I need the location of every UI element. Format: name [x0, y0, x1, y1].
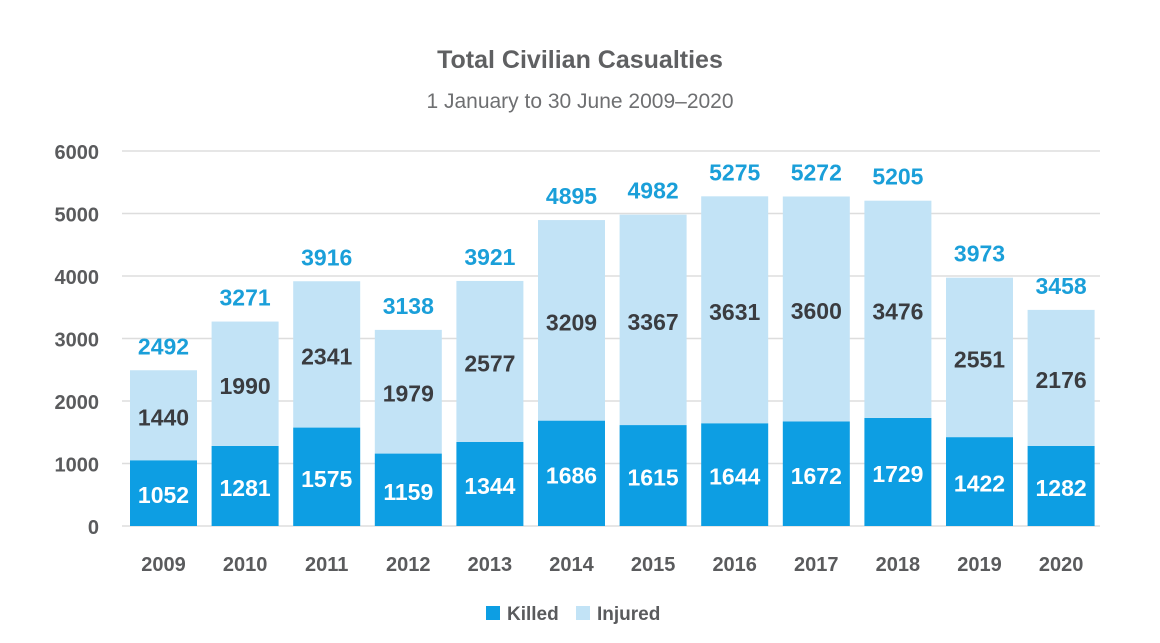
killed-value-label: 1052 [138, 482, 189, 508]
x-tick-label-2018: 2018 [876, 554, 921, 576]
injured-value-label: 3631 [709, 299, 760, 325]
x-tick-label-2011: 2011 [305, 554, 348, 576]
x-tick-label-2016: 2016 [712, 554, 757, 576]
injured-value-label: 2176 [1036, 367, 1087, 393]
x-axis: 2009 2010 2011 2012 2013 2014 2015 2016 2017 2018… [141, 554, 1083, 576]
chart-title: Total Civilian Casualties [437, 46, 723, 74]
injured-value-label: 3367 [628, 309, 679, 335]
bar-killed-2016 [701, 423, 769, 526]
chart-subtitle: 1 January to 30 June 2009–2020 [426, 90, 733, 113]
bar-killed-2011 [293, 427, 361, 526]
injured-value-label: 1990 [220, 373, 271, 399]
injured-value-label: 3209 [546, 309, 597, 335]
y-tick-label-0: 0 [88, 517, 99, 539]
killed-value-label: 1729 [872, 461, 923, 487]
killed-value-label: 1672 [791, 463, 842, 489]
total-value-label: 2492 [138, 333, 189, 359]
bar-injured-2017 [782, 196, 850, 422]
bar-injured-2012 [374, 329, 442, 454]
killed-value-label: 1644 [709, 464, 760, 490]
bar-killed-2019 [946, 437, 1013, 526]
bars [130, 196, 1095, 526]
total-value-label: 3973 [954, 241, 1005, 267]
y-tick-label-3000: 3000 [55, 330, 100, 352]
legend-swatch-injured [576, 606, 590, 620]
injured-value-label: 3600 [791, 298, 842, 324]
total-value-label: 4895 [546, 183, 597, 209]
x-tick-label-2013: 2013 [468, 554, 513, 576]
total-value-label: 3921 [464, 244, 515, 270]
total-value-label: 5272 [791, 160, 842, 186]
x-tick-label-2012: 2012 [386, 554, 431, 576]
y-axis: 0 1000 2000 3000 4000 5000 6000 [55, 142, 100, 539]
bar-injured-2015 [619, 214, 687, 426]
injured-value-label: 2577 [464, 350, 515, 376]
killed-value-label: 1344 [464, 473, 515, 499]
killed-value-label: 1422 [954, 471, 1005, 497]
bar-killed-2017 [782, 421, 850, 526]
x-tick-label-2010: 2010 [223, 554, 268, 576]
bar-injured-2018 [864, 200, 932, 418]
bar-killed-2020 [1027, 445, 1095, 526]
y-tick-label-4000: 4000 [55, 267, 100, 289]
x-tick-label-2009: 2009 [141, 554, 186, 576]
killed-value-label: 1282 [1036, 475, 1087, 501]
legend: Killed Injured [486, 604, 660, 625]
injured-value-label: 2551 [954, 346, 1005, 372]
y-tick-label-1000: 1000 [55, 455, 100, 477]
y-tick-label-5000: 5000 [55, 205, 100, 227]
bar-injured-2016 [701, 196, 769, 424]
x-tick-label-2019: 2019 [957, 554, 1002, 576]
bar-killed-2018 [864, 417, 932, 526]
total-value-label: 3138 [383, 293, 434, 319]
total-value-label: 3271 [220, 285, 271, 311]
bar-injured-2010 [211, 321, 279, 446]
injured-value-label: 3476 [872, 298, 923, 324]
bar-killed-2013 [456, 442, 524, 526]
total-value-label: 5275 [709, 159, 760, 185]
injured-value-label: 2341 [301, 343, 352, 369]
bar-injured-2019 [946, 277, 1013, 438]
injured-value-label: 1440 [138, 404, 189, 430]
killed-value-label: 1686 [546, 462, 597, 488]
x-tick-label-2020: 2020 [1039, 554, 1084, 576]
y-tick-label-6000: 6000 [55, 142, 100, 164]
x-tick-label-2015: 2015 [631, 554, 676, 576]
injured-value-label: 1979 [383, 381, 434, 407]
killed-value-label: 1159 [383, 479, 433, 505]
legend-label-killed: Killed [507, 604, 559, 625]
total-value-label: 4982 [628, 178, 679, 204]
x-tick-label-2017: 2017 [794, 554, 839, 576]
total-value-label: 3458 [1036, 273, 1087, 299]
bar-killed-2012 [374, 453, 442, 526]
bar-injured-2011 [293, 281, 361, 428]
x-tick-label-2014: 2014 [549, 554, 594, 576]
data-labels: 1052 1440 2492 1281 1990 3271 1575 2341 3916 1159… [138, 159, 1087, 508]
bar-injured-2009 [130, 370, 197, 461]
bar-injured-2013 [456, 280, 524, 442]
killed-value-label: 1575 [301, 466, 352, 492]
bar-killed-2009 [130, 460, 197, 526]
killed-value-label: 1281 [220, 475, 271, 501]
bar-killed-2014 [538, 420, 605, 526]
bar-injured-2020 [1027, 309, 1095, 446]
bar-killed-2015 [619, 425, 687, 526]
killed-value-label: 1615 [628, 465, 679, 491]
legend-swatch-killed [486, 606, 500, 620]
gridlines [122, 150, 1100, 527]
y-tick-label-2000: 2000 [55, 392, 100, 414]
bar-killed-2010 [211, 445, 279, 526]
total-value-label: 5205 [872, 164, 923, 190]
legend-label-injured: Injured [597, 604, 660, 625]
bar-injured-2014 [538, 220, 605, 421]
total-value-label: 3916 [301, 244, 352, 270]
